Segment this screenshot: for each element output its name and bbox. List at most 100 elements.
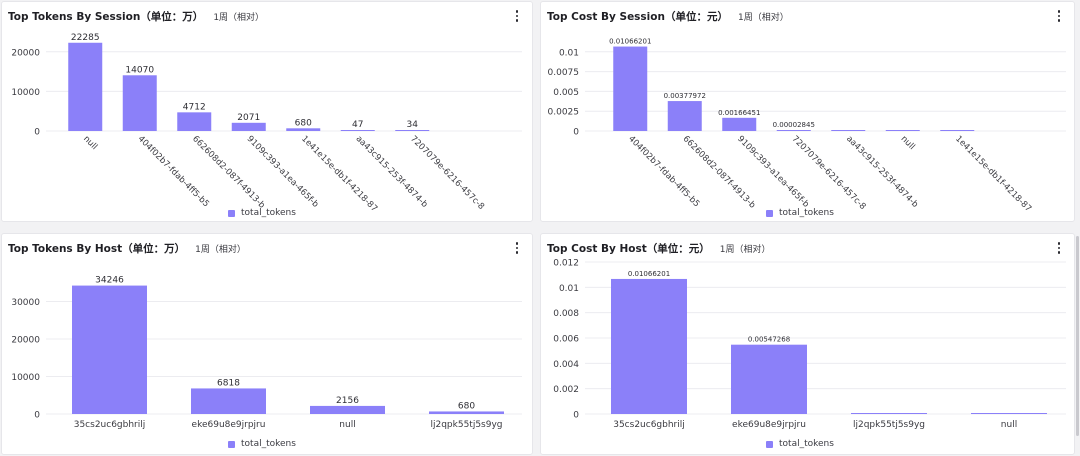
x-tick-label: 1e41e15e-db1f-4218-87: [953, 134, 1033, 214]
y-tick-label: 0.01: [559, 284, 579, 294]
bar: [177, 112, 212, 131]
x-tick-label: lj2qpk55tj5s9yg: [430, 420, 502, 430]
panel-title: Top Cost By Session（单位：元）: [547, 10, 728, 23]
data-label: 34246: [95, 276, 124, 286]
panel-header: Top Tokens By Session（单位：万） 1周（相对）: [8, 8, 526, 24]
data-label: 4712: [183, 102, 206, 112]
bar: [885, 130, 920, 131]
x-tick-label: 35cs2uc6gbhrilj: [613, 420, 685, 430]
data-label: 47: [352, 120, 363, 130]
legend-swatch: [766, 440, 773, 448]
bar: [310, 405, 385, 414]
bar: [731, 344, 807, 414]
y-tick-label: 0: [34, 411, 40, 421]
x-tick-label: eke69u8e9jrpjru: [732, 420, 806, 430]
y-tick-label: 0: [573, 411, 579, 421]
y-tick-label: 0.004: [553, 360, 579, 370]
more-options-icon[interactable]: [512, 240, 522, 256]
y-tick-label: 0: [34, 128, 40, 138]
bar: [286, 128, 321, 131]
y-tick-label: 0: [573, 128, 579, 138]
y-tick-label: 10000: [11, 88, 40, 98]
more-options-icon[interactable]: [512, 8, 522, 24]
data-label: 6818: [217, 378, 240, 388]
bar: [613, 46, 648, 131]
bar: [231, 122, 266, 131]
data-label: 0.00002845: [773, 121, 815, 129]
legend-swatch: [228, 440, 235, 448]
bar: [722, 117, 757, 131]
y-tick-label: 10000: [11, 373, 40, 383]
y-tick-label: 0.0025: [548, 108, 580, 118]
panel-header: Top Tokens By Host（单位：万） 1周（相对）: [8, 240, 526, 256]
panel-title: Top Tokens By Host（单位：万）: [8, 242, 186, 255]
bar: [122, 75, 157, 131]
x-tick-label: eke69u8e9jrpjru: [192, 420, 266, 430]
panel-top-tokens-by-host: Top Tokens By Host（单位：万） 1周（相对） 0 10000 20…: [1, 233, 533, 455]
bar-chart: 0 10000 20000 30000 34246 35cs2uc6gbhrilj 6818…: [11, 276, 522, 430]
y-tick-label: 0.008: [553, 309, 579, 319]
data-label: 0.00547268: [748, 336, 790, 344]
more-options-icon[interactable]: [1054, 240, 1064, 256]
bar: [940, 130, 975, 131]
data-label: 2156: [336, 396, 359, 406]
legend-swatch: [228, 209, 235, 217]
bar: [831, 130, 866, 131]
time-range-label[interactable]: 1周（相对）: [737, 12, 789, 23]
bar: [429, 411, 504, 414]
panel-title: Top Tokens By Session（单位：万）: [8, 10, 204, 23]
bar-chart: 00.00250.0050.00750.010.01066201404f02b7…: [548, 38, 1066, 214]
bar: [971, 413, 1047, 414]
bar-chart: 0100002000022285null14070404f02b7-fdab-4…: [11, 33, 522, 214]
data-label: 34: [407, 120, 419, 130]
x-tick-label: null: [81, 134, 99, 152]
time-range-label[interactable]: 1周（相对）: [195, 244, 246, 255]
chart-legend[interactable]: total_tokens: [228, 439, 296, 449]
bar: [68, 42, 103, 131]
y-tick-label: 30000: [11, 298, 40, 308]
chart-legend[interactable]: total_tokens: [228, 208, 296, 218]
panel-top-cost-by-host: Top Cost By Host（单位：元） 1周（相对） 0 0.002 0.00…: [540, 233, 1075, 455]
chart-legend[interactable]: total_tokens: [766, 439, 834, 449]
bar: [611, 278, 687, 414]
legend-swatch: [766, 209, 773, 217]
y-tick-label: 0.002: [553, 385, 579, 395]
bar: [395, 130, 430, 131]
data-label: 0.00166451: [718, 109, 760, 117]
legend-label: total_tokens: [241, 439, 296, 449]
x-tick-label: null: [1001, 420, 1017, 430]
bar: [776, 130, 811, 131]
panel-header: Top Cost By Host（单位：元） 1周（相对）: [547, 240, 1068, 256]
data-label: 0.00377972: [664, 92, 706, 100]
panel-title: Top Cost By Host（单位：元）: [547, 242, 710, 255]
y-tick-label: 0.0075: [548, 68, 580, 78]
y-tick-label: 0.01: [559, 48, 579, 58]
legend-label: total_tokens: [779, 208, 834, 218]
y-tick-label: 0.005: [553, 88, 579, 98]
bar: [851, 413, 927, 414]
x-tick-label: null: [899, 134, 917, 152]
panel-header: Top Cost By Session（单位：元） 1周（相对）: [547, 8, 1068, 24]
panel-top-tokens-by-session: Top Tokens By Session（单位：万） 1周（相对） 0 1000…: [1, 1, 533, 222]
more-options-icon[interactable]: [1054, 8, 1064, 24]
data-label: 14070: [125, 65, 154, 75]
x-tick-label: null: [339, 420, 355, 430]
bar: [340, 130, 375, 131]
legend-label: total_tokens: [241, 208, 296, 218]
bar-chart: 0 0.002 0.004 0.006 0.008 0.01 0.012 0.01066201…: [553, 259, 1066, 430]
y-tick-label: 0.012: [553, 259, 579, 269]
panel-top-cost-by-session: Top Cost By Session（单位：元） 1周（相对） 0 0.0025…: [540, 1, 1075, 222]
y-tick-label: 20000: [11, 336, 40, 346]
data-label: 0.01066201: [628, 270, 670, 278]
time-range-label[interactable]: 1周（相对）: [719, 244, 771, 255]
time-range-label[interactable]: 1周（相对）: [213, 12, 265, 23]
chart-legend[interactable]: total_tokens: [766, 208, 834, 218]
page-scrollbar[interactable]: [1076, 236, 1079, 436]
data-label: 680: [295, 118, 312, 128]
y-tick-label: 0.006: [553, 335, 579, 345]
bar: [72, 285, 147, 414]
data-label: 2071: [237, 113, 260, 123]
y-tick-label: 20000: [11, 48, 40, 58]
x-tick-label: lj2qpk55tj5s9yg: [853, 420, 925, 430]
data-label: 0.01066201: [609, 38, 651, 46]
